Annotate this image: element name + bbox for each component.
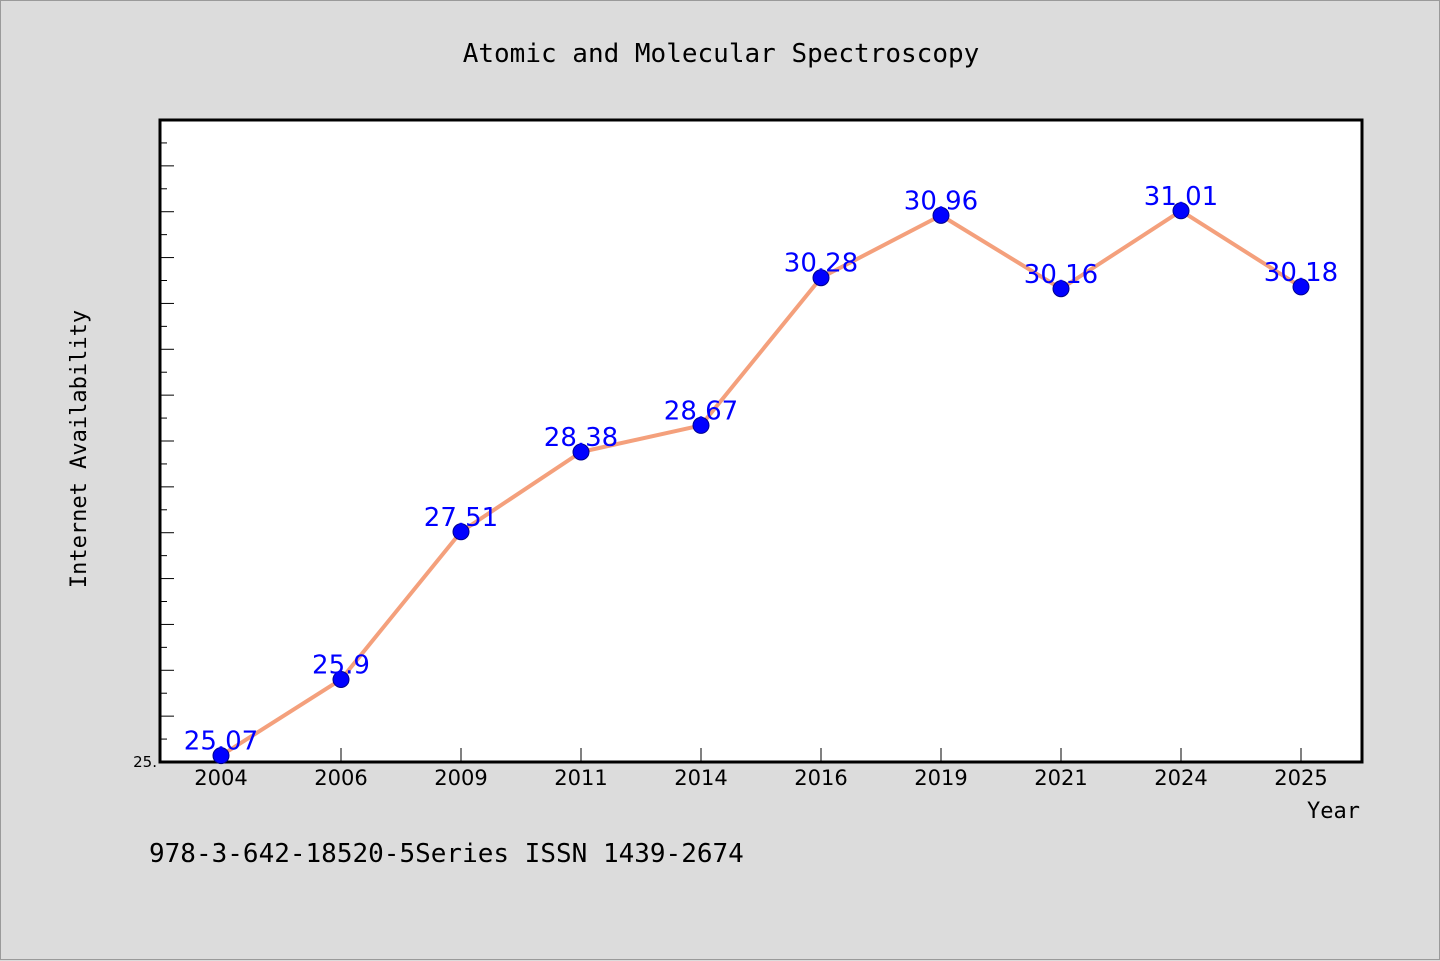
data-label: 30.16 (1024, 260, 1098, 290)
data-label: 25.07 (184, 727, 258, 757)
data-label: 25.9 (312, 650, 370, 680)
data-point (932, 206, 950, 224)
data-label: 30.18 (1264, 258, 1338, 288)
data-point (1172, 202, 1190, 220)
data-point (212, 747, 230, 765)
x-tick-label: 2019 (914, 766, 967, 790)
data-point (1292, 278, 1310, 296)
series-group: 25.07 25.9 27.51 28.38 28.67 30.28 30.96 30.16 3… (184, 182, 1338, 765)
data-point (812, 269, 830, 287)
x-tick-label: 2009 (434, 766, 487, 790)
x-tick-label: 2016 (794, 766, 847, 790)
data-label: 27.51 (424, 503, 498, 533)
chart-title: Atomic and Molecular Spectroscopy (463, 39, 980, 69)
footer-text: 978-3-642-18520-5Series ISSN 1439-2674 (149, 839, 744, 869)
x-tick-label: 2025 (1274, 766, 1327, 790)
x-axis-label: Year (1307, 799, 1360, 824)
x-axis-ticks: 2004 2006 2009 2011 2014 2016 2019 2021 2024 2025 (194, 748, 1328, 790)
data-point (332, 670, 350, 688)
series-line (219, 208, 1303, 758)
x-tick-label: 2004 (194, 766, 247, 790)
data-point (572, 443, 590, 461)
data-label: 28.38 (544, 423, 618, 453)
data-label: 30.28 (784, 249, 858, 279)
x-tick-label: 2006 (314, 766, 367, 790)
x-tick-label: 2014 (674, 766, 727, 790)
data-label: 31.01 (1144, 182, 1218, 212)
x-tick-label: 2024 (1154, 766, 1207, 790)
x-tick-label: 2011 (554, 766, 607, 790)
data-point (452, 523, 470, 541)
x-tick-label: 2021 (1034, 766, 1087, 790)
data-label: 28.67 (664, 396, 738, 426)
y-axis-ticks: 25. (133, 119, 174, 771)
data-point (692, 416, 710, 434)
y-tick-label: 25. (133, 753, 157, 771)
data-point (1052, 280, 1070, 298)
data-label: 30.96 (904, 186, 978, 216)
y-axis-label: Internet Availability (67, 310, 92, 588)
